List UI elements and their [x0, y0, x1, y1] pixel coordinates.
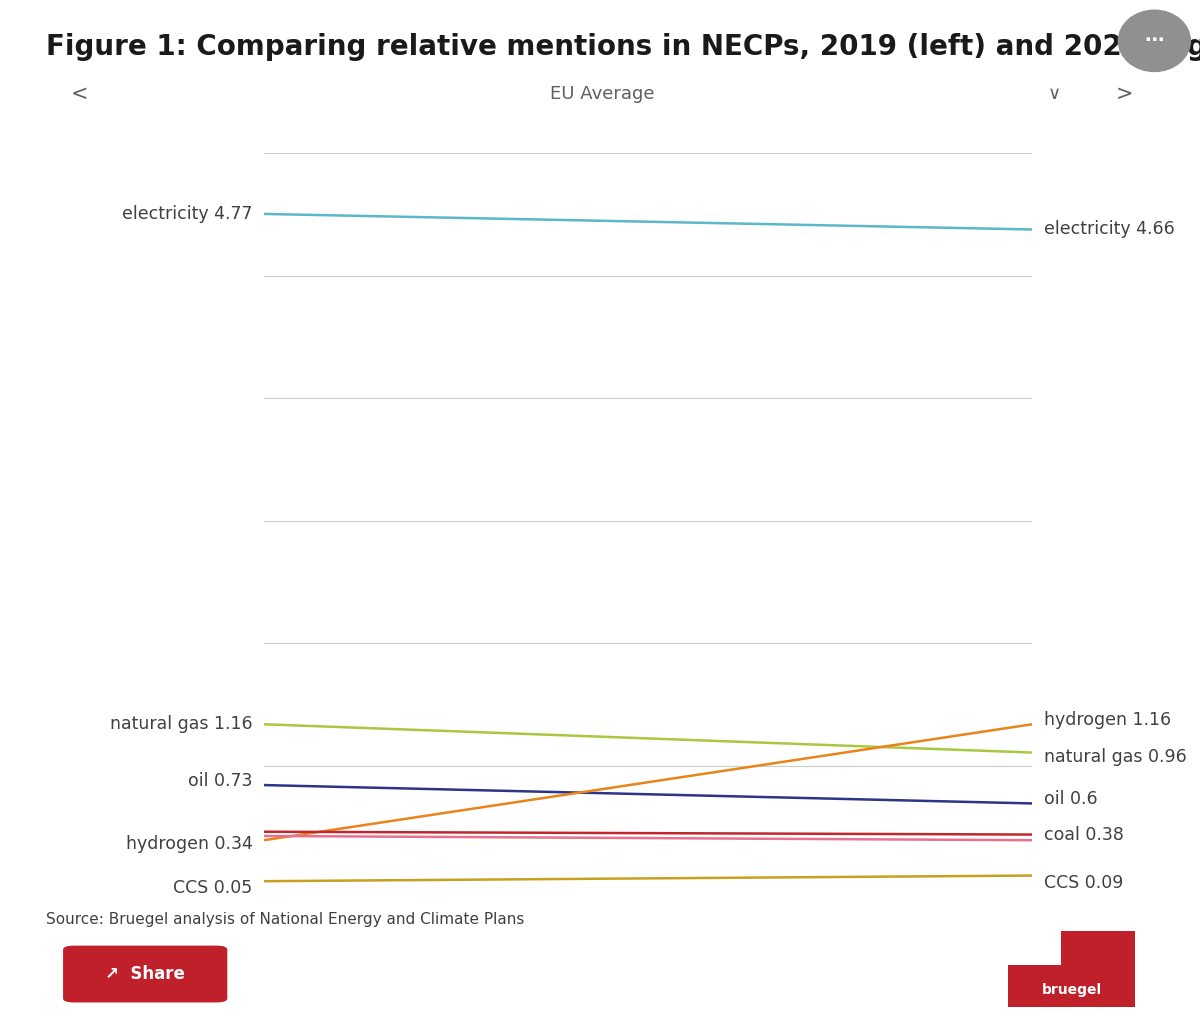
FancyBboxPatch shape: [1008, 931, 1061, 965]
Text: ↗  Share: ↗ Share: [106, 965, 185, 983]
Text: EU Average: EU Average: [550, 85, 655, 103]
Text: natural gas 0.96: natural gas 0.96: [1044, 747, 1187, 766]
Text: ⋯: ⋯: [1145, 32, 1164, 50]
Text: coal 0.38: coal 0.38: [1044, 826, 1123, 843]
Text: <: <: [71, 84, 89, 104]
FancyBboxPatch shape: [64, 945, 227, 1003]
Text: natural gas 1.16: natural gas 1.16: [110, 716, 252, 733]
Text: oil 0.6: oil 0.6: [1044, 790, 1097, 809]
Text: hydrogen 1.16: hydrogen 1.16: [1044, 711, 1171, 729]
FancyBboxPatch shape: [1008, 931, 1135, 1007]
Text: ∨: ∨: [1048, 85, 1061, 103]
Text: bruegel: bruegel: [1042, 983, 1102, 996]
Text: electricity 4.66: electricity 4.66: [1044, 221, 1175, 239]
Text: electricity 4.77: electricity 4.77: [122, 205, 252, 223]
Text: Source: Bruegel analysis of National Energy and Climate Plans: Source: Bruegel analysis of National Ene…: [46, 912, 524, 927]
Text: oil 0.73: oil 0.73: [188, 772, 252, 790]
Text: Figure 1: Comparing relative mentions in NECPs, 2019 (left) and 2023 (right): Figure 1: Comparing relative mentions in…: [46, 33, 1200, 60]
Text: CCS 0.05: CCS 0.05: [173, 879, 252, 897]
Text: CCS 0.09: CCS 0.09: [1044, 874, 1123, 891]
Text: >: >: [1116, 84, 1134, 104]
Text: hydrogen 0.34: hydrogen 0.34: [126, 835, 252, 854]
